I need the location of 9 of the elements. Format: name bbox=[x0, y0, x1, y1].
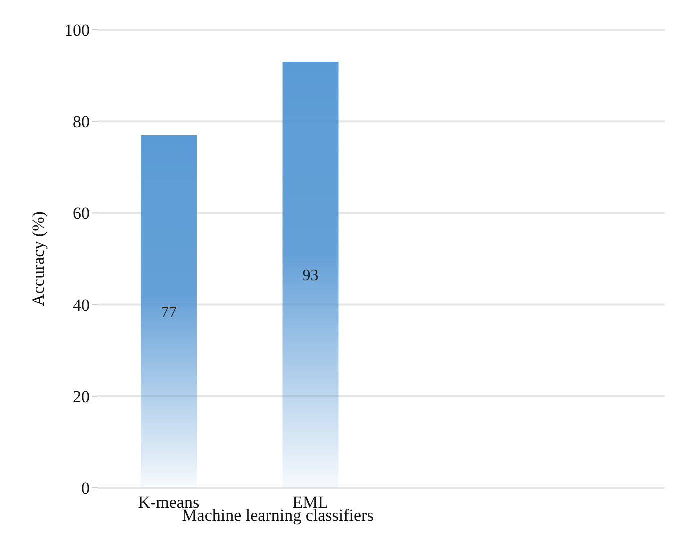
y-tick-label: 60 bbox=[73, 204, 90, 224]
y-tick-label: 40 bbox=[73, 296, 90, 315]
y-tick-label: 80 bbox=[73, 112, 90, 132]
y-axis-title: Accuracy (%) bbox=[29, 212, 48, 306]
data-label: 77 bbox=[161, 304, 177, 322]
y-tick-label: 100 bbox=[64, 21, 90, 40]
y-tick-label: 0 bbox=[82, 479, 90, 498]
data-label: 93 bbox=[302, 268, 319, 285]
y-tick-label: 20 bbox=[73, 387, 90, 406]
